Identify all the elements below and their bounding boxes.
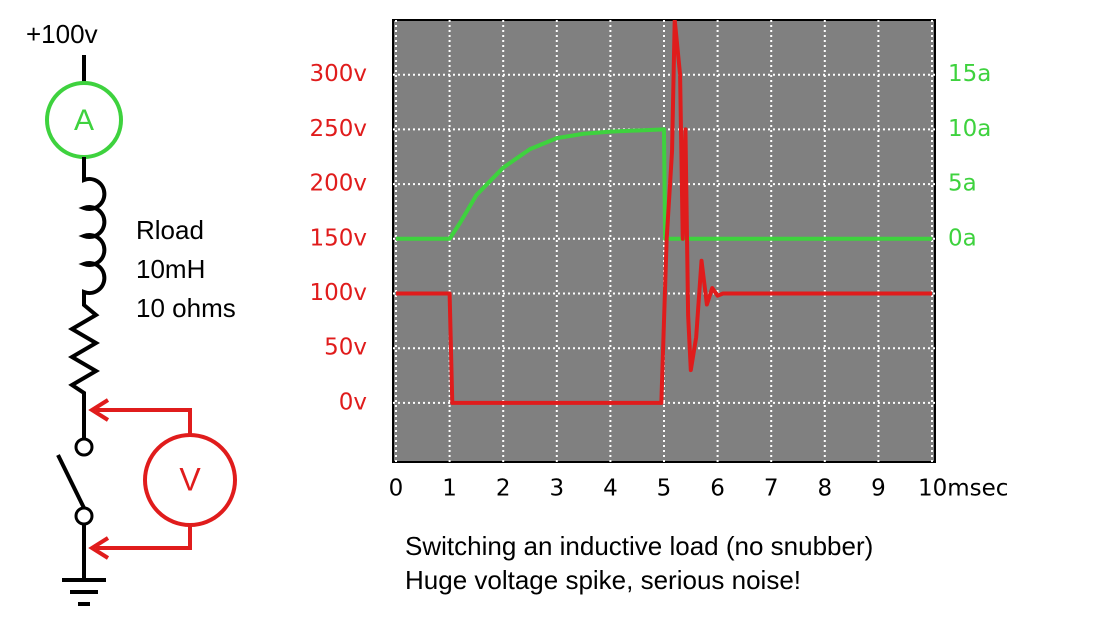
y2-tick-label: 0a <box>948 225 977 251</box>
x-tick-label: 4 <box>603 476 618 502</box>
y-tick-label: 50v <box>324 335 367 361</box>
y2-tick-label: 5a <box>948 171 977 197</box>
y-tick-label: 200v <box>309 171 367 197</box>
series-line <box>396 20 932 405</box>
plot-lines <box>396 20 932 405</box>
caption: Huge voltage spike, serious noise! <box>405 565 801 595</box>
ammeter-label: A <box>74 104 94 137</box>
y-tick-label: 300v <box>309 61 367 87</box>
x-tick-label: 5 <box>657 476 672 502</box>
load <box>68 157 107 438</box>
caption: Switching an inductive load (no snubber) <box>405 531 873 561</box>
y-tick-label: 0v <box>339 389 367 415</box>
x-tick-label: 7 <box>764 476 779 502</box>
y-tick-label: 250v <box>309 116 367 142</box>
circuit: +100v A V Rload 10mH 10 ohms <box>26 19 237 606</box>
x-tick-label: 3 <box>549 476 564 502</box>
x-tick-label: 1 <box>442 476 457 502</box>
x-tick-label: 9 <box>871 476 886 502</box>
load-label: 10 ohms <box>136 293 236 323</box>
x-tick-label: 2 <box>496 476 511 502</box>
x-tick-label: 8 <box>817 476 832 502</box>
supply-label: +100v <box>26 19 98 49</box>
voltmeter-label: V <box>179 461 201 497</box>
x-tick-label: 6 <box>710 476 725 502</box>
y-tick-label: 150v <box>309 225 367 251</box>
load-label: 10mH <box>136 254 205 284</box>
y-tick-label: 100v <box>309 280 367 306</box>
load-label: Rload <box>136 215 204 245</box>
x-tick-label: 10msec <box>918 476 1008 502</box>
x-tick-label: 0 <box>389 476 404 502</box>
series-line <box>396 127 932 241</box>
y2-tick-label: 15a <box>948 61 991 87</box>
y2-tick-label: 10a <box>948 116 991 142</box>
